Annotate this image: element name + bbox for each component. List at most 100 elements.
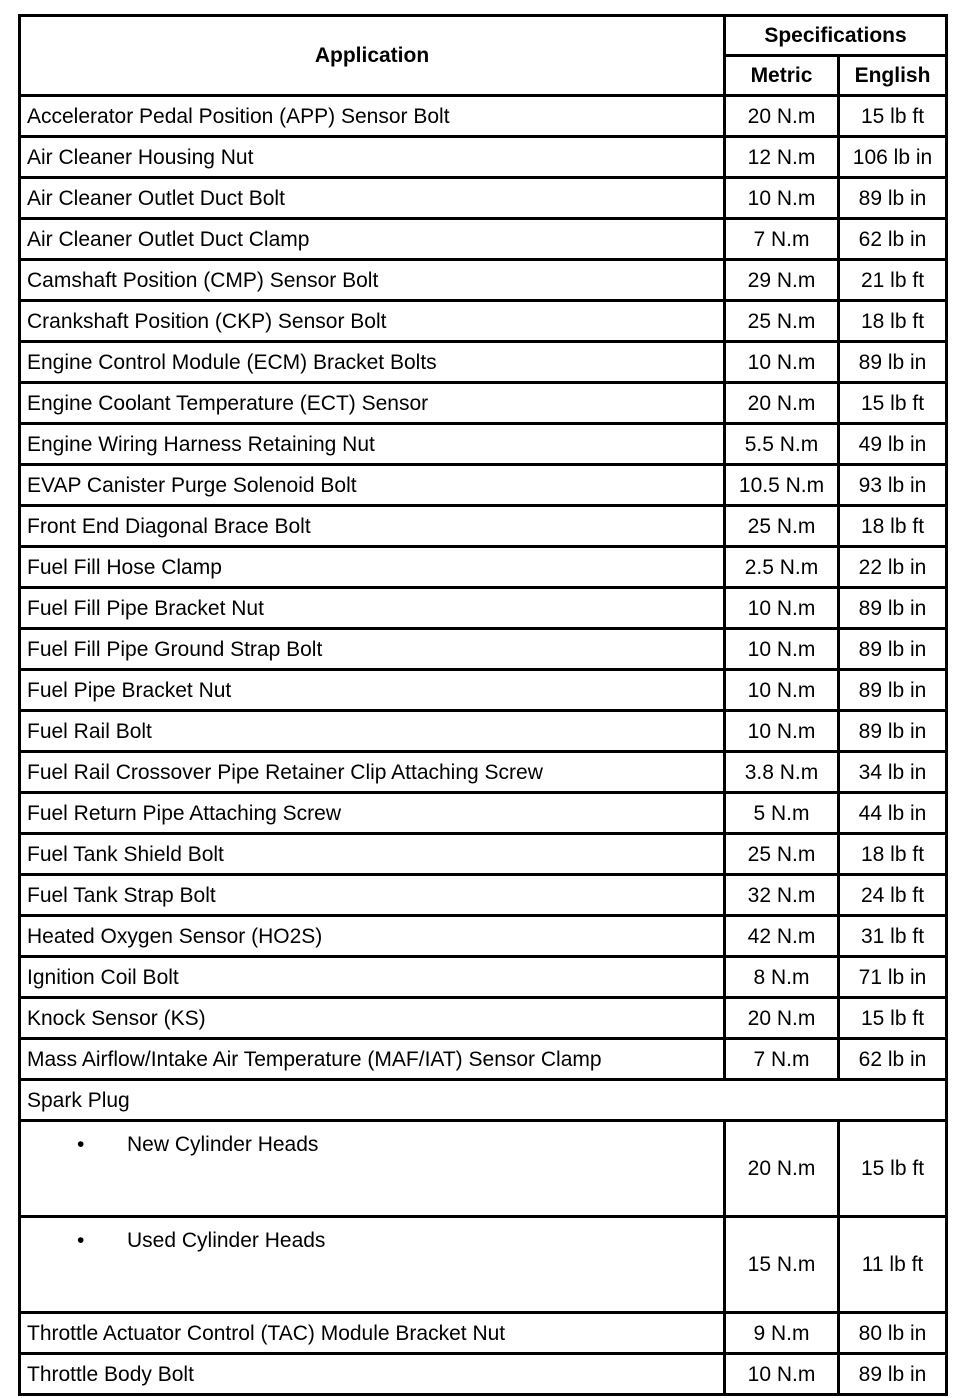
metric-cell: 42 N.m [723, 914, 840, 958]
application-cell: Fuel Return Pipe Attaching Screw [18, 791, 726, 835]
english-cell: 24 lb ft [836, 873, 949, 917]
application-cell: • Used Cylinder Heads [18, 1215, 726, 1314]
specifications-header: Specifications [722, 14, 949, 57]
table-row: Fuel Fill Pipe Ground Strap Bolt 10 N.m 89… [18, 627, 949, 671]
english-cell: 89 lb in [836, 709, 949, 753]
english-cell: 21 lb ft [836, 258, 949, 302]
table-row: Front End Diagonal Brace Bolt 25 N.m 18 lb… [18, 504, 949, 548]
application-cell: Fuel Fill Pipe Bracket Nut [18, 586, 726, 630]
metric-cell: 15 N.m [723, 1215, 840, 1314]
table-row: Fuel Rail Crossover Pipe Retainer Clip A… [18, 750, 949, 794]
metric-cell: 10 N.m [723, 709, 840, 753]
table-row: Fuel Return Pipe Attaching Screw 5 N.m 44 … [18, 791, 949, 835]
metric-cell: 10 N.m [723, 586, 840, 630]
application-text: New Cylinder Heads [127, 1133, 319, 1156]
application-cell: Fuel Rail Bolt [18, 709, 726, 753]
table-row: Fuel Tank Shield Bolt 25 N.m 18 lb ft [18, 832, 949, 876]
table-row: EVAP Canister Purge Solenoid Bolt 10.5 N.… [18, 463, 949, 507]
metric-cell: 25 N.m [723, 299, 840, 343]
english-cell: 71 lb in [836, 955, 949, 999]
english-header: English [836, 54, 949, 97]
metric-cell: 5.5 N.m [723, 422, 840, 466]
english-cell: 89 lb in [836, 176, 949, 220]
english-cell: 62 lb in [836, 217, 949, 261]
metric-cell: 20 N.m [723, 1119, 840, 1218]
metric-cell: 10 N.m [723, 627, 840, 671]
english-cell: 18 lb ft [836, 504, 949, 548]
table-row: Engine Wiring Harness Retaining Nut 5.5 N… [18, 422, 949, 466]
metric-cell: 10 N.m [723, 176, 840, 220]
table-row: Air Cleaner Outlet Duct Bolt 10 N.m 89 lb … [18, 176, 949, 220]
table-row: Fuel Rail Bolt 10 N.m 89 lb in [18, 709, 949, 753]
group-label: Spark Plug [17, 1078, 949, 1122]
application-cell: Engine Wiring Harness Retaining Nut [18, 422, 726, 466]
application-cell: Heated Oxygen Sensor (HO2S) [18, 914, 726, 958]
english-cell: 89 lb in [836, 1352, 949, 1396]
table-row: Throttle Body Bolt 10 N.m 89 lb in [18, 1352, 949, 1396]
english-cell: 89 lb in [836, 627, 949, 671]
english-cell: 15 lb ft [836, 94, 949, 138]
application-cell: Fuel Fill Hose Clamp [18, 545, 726, 589]
table-row: Fuel Tank Strap Bolt 32 N.m 24 lb ft [18, 873, 949, 917]
application-cell: Fuel Fill Pipe Ground Strap Bolt [18, 627, 726, 671]
application-cell: Fuel Tank Shield Bolt [18, 832, 726, 876]
application-cell: Fuel Tank Strap Bolt [18, 873, 726, 917]
application-cell: • New Cylinder Heads [18, 1119, 726, 1218]
english-cell: 15 lb ft [836, 1119, 949, 1218]
bullet-icon: • [77, 1133, 85, 1156]
application-cell: Air Cleaner Outlet Duct Bolt [18, 176, 726, 220]
table-row: Heated Oxygen Sensor (HO2S) 42 N.m 31 lb f… [18, 914, 949, 958]
application-cell: Throttle Body Bolt [18, 1352, 726, 1396]
english-cell: 44 lb in [836, 791, 949, 835]
metric-cell: 7 N.m [723, 217, 840, 261]
metric-cell: 25 N.m [723, 832, 840, 876]
table-row: Air Cleaner Outlet Duct Clamp 7 N.m 62 lb … [18, 217, 949, 261]
application-cell: EVAP Canister Purge Solenoid Bolt [18, 463, 726, 507]
table-row: Spark Plug [17, 1078, 949, 1122]
table-row: Accelerator Pedal Position (APP) Sensor … [18, 94, 949, 138]
english-cell: 18 lb ft [836, 299, 949, 343]
english-cell: 49 lb in [836, 422, 949, 466]
english-cell: 80 lb in [836, 1311, 949, 1355]
english-cell: 89 lb in [836, 586, 949, 630]
metric-cell: 10.5 N.m [723, 463, 840, 507]
metric-cell: 8 N.m [723, 955, 840, 999]
metric-cell: 20 N.m [723, 996, 840, 1040]
table-row: • New Cylinder Heads 20 N.m 15 lb ft [18, 1119, 949, 1218]
table-body: Accelerator Pedal Position (APP) Sensor … [17, 94, 949, 1396]
application-cell: Crankshaft Position (CKP) Sensor Bolt [18, 299, 726, 343]
metric-cell: 32 N.m [723, 873, 840, 917]
metric-cell: 10 N.m [723, 668, 840, 712]
english-cell: 15 lb ft [836, 381, 949, 425]
table-row: Mass Airflow/Intake Air Temperature (MAF… [18, 1037, 949, 1081]
application-cell: Throttle Actuator Control (TAC) Module B… [18, 1311, 726, 1355]
application-cell: Air Cleaner Housing Nut [18, 135, 726, 179]
application-cell: Front End Diagonal Brace Bolt [18, 504, 726, 548]
metric-cell: 25 N.m [723, 504, 840, 548]
metric-cell: 3.8 N.m [723, 750, 840, 794]
table-row: Engine Control Module (ECM) Bracket Bolt… [18, 340, 949, 384]
table-row: Fuel Fill Pipe Bracket Nut 10 N.m 89 lb in [18, 586, 949, 630]
metric-cell: 20 N.m [723, 94, 840, 138]
english-cell: 22 lb in [836, 545, 949, 589]
english-cell: 31 lb ft [836, 914, 949, 958]
table-row: Knock Sensor (KS) 20 N.m 15 lb ft [18, 996, 949, 1040]
application-cell: Engine Coolant Temperature (ECT) Sensor [18, 381, 726, 425]
table-row: Engine Coolant Temperature (ECT) Sensor 2… [18, 381, 949, 425]
english-cell: 11 lb ft [836, 1215, 949, 1314]
table-row: Fuel Pipe Bracket Nut 10 N.m 89 lb in [18, 668, 949, 712]
english-cell: 93 lb in [836, 463, 949, 507]
metric-cell: 7 N.m [723, 1037, 840, 1081]
table-row: Fuel Fill Hose Clamp 2.5 N.m 22 lb in [18, 545, 949, 589]
application-header: Application [18, 14, 726, 97]
metric-cell: 5 N.m [723, 791, 840, 835]
table-row: Air Cleaner Housing Nut 12 N.m 106 lb in [18, 135, 949, 179]
application-cell: Fuel Pipe Bracket Nut [18, 668, 726, 712]
english-cell: 89 lb in [836, 668, 949, 712]
application-cell: Air Cleaner Outlet Duct Clamp [18, 217, 726, 261]
metric-cell: 10 N.m [723, 1352, 840, 1396]
metric-header: Metric [723, 54, 840, 97]
english-cell: 18 lb ft [836, 832, 949, 876]
english-cell: 89 lb in [836, 340, 949, 384]
application-cell: Engine Control Module (ECM) Bracket Bolt… [18, 340, 726, 384]
